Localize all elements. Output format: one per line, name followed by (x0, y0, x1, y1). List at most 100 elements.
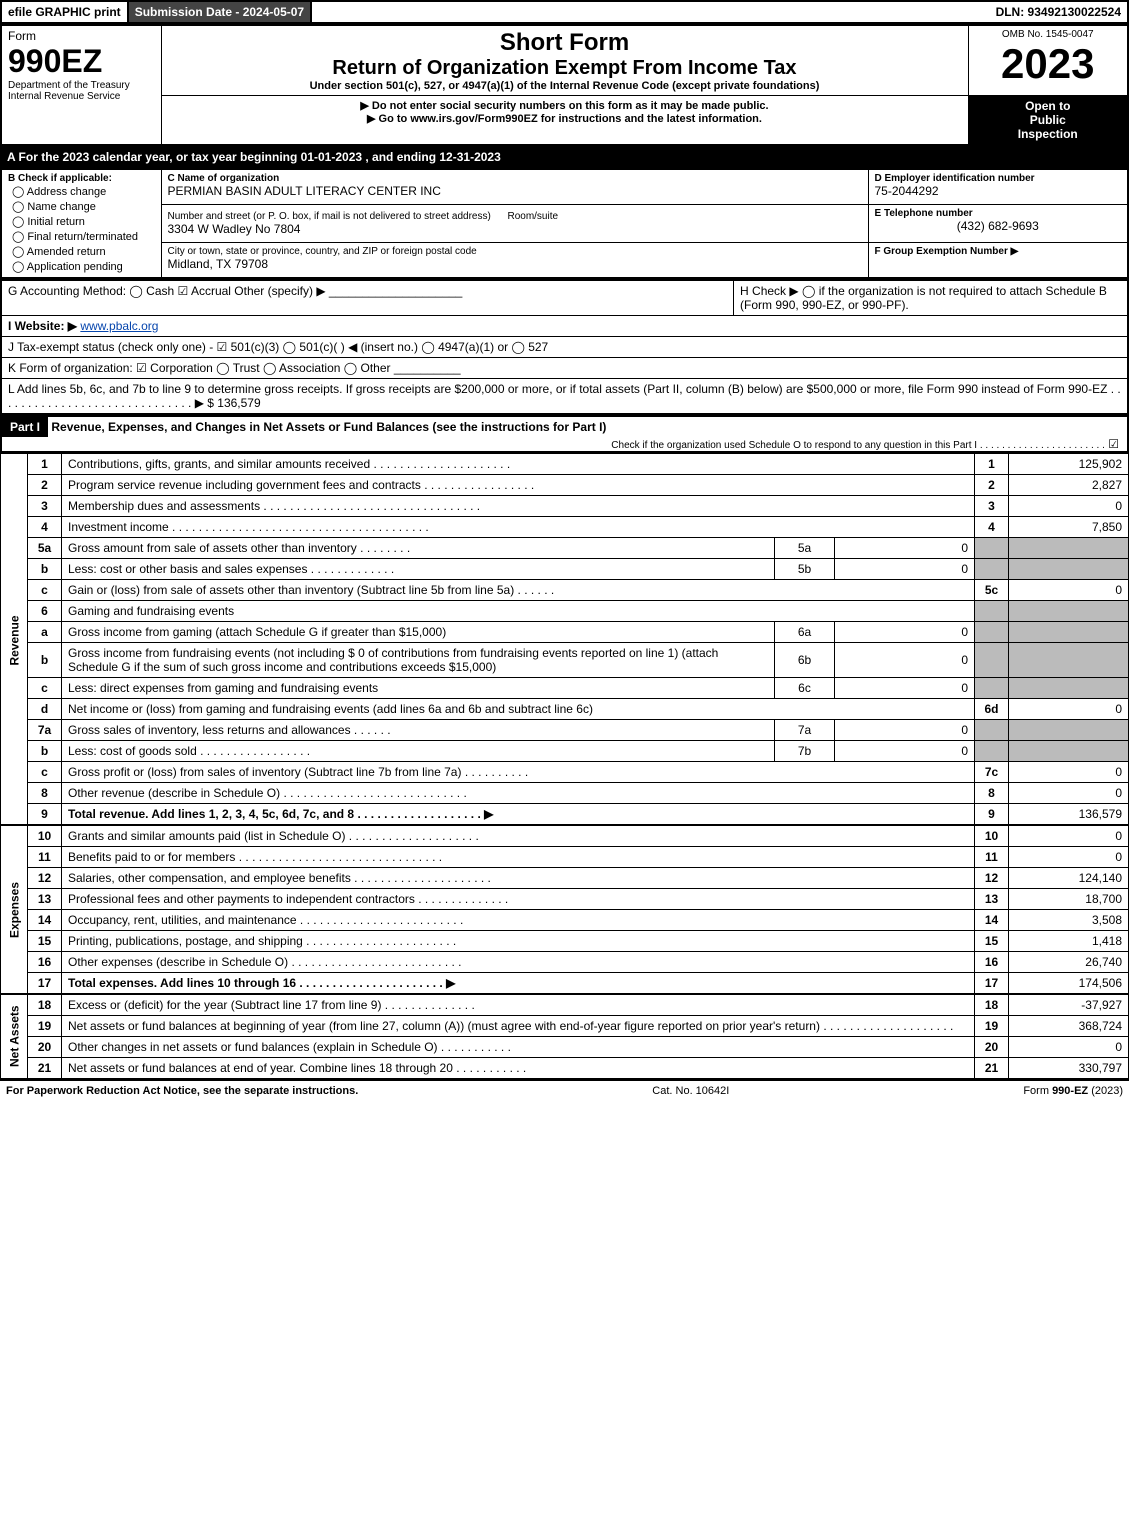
public: Public (975, 113, 1122, 127)
line-3-box: 3 (975, 496, 1009, 517)
line-6b-greybox (975, 643, 1009, 678)
line-5c-amt: 0 (1009, 580, 1129, 601)
line-2-amt: 2,827 (1009, 475, 1129, 496)
line-1-desc: Contributions, gifts, grants, and simila… (68, 457, 370, 471)
line-11-desc: Benefits paid to or for members (68, 850, 235, 864)
line-k[interactable]: K Form of organization: ☑ Corporation ◯ … (1, 358, 1128, 379)
line-6d-box: 6d (975, 699, 1009, 720)
line-18-amt: -37,927 (1009, 994, 1129, 1016)
dln-label: DLN: 93492130022524 (990, 2, 1127, 22)
line-7a-num: 7a (28, 720, 62, 741)
line-h[interactable]: H Check ▶ ◯ if the organization is not r… (734, 280, 1128, 316)
page-footer: For Paperwork Reduction Act Notice, see … (0, 1080, 1129, 1101)
line-6c-greybox (975, 678, 1009, 699)
footer-right: Form 990-EZ (2023) (1023, 1085, 1123, 1097)
line-15-desc: Printing, publications, postage, and shi… (68, 934, 303, 948)
line-7b-sub: 7b (775, 741, 835, 762)
box-b-title: B Check if applicable: (8, 173, 155, 184)
line-5b-sub: 5b (775, 559, 835, 580)
street-label: Number and street (or P. O. box, if mail… (168, 211, 491, 222)
form-word: Form (8, 29, 155, 43)
part1-header: Part I Revenue, Expenses, and Changes in… (0, 415, 1129, 453)
line-2-box: 2 (975, 475, 1009, 496)
form-header-table: Form 990EZ Department of the Treasury In… (0, 24, 1129, 146)
line-18-num: 18 (28, 994, 62, 1016)
line-6-greyamt (1009, 601, 1129, 622)
line-9-box: 9 (975, 804, 1009, 826)
line-16-box: 16 (975, 952, 1009, 973)
line-1-box: 1 (975, 454, 1009, 475)
chk-name-change[interactable]: ◯ Name change (8, 199, 155, 214)
top-bar: efile GRAPHIC print Submission Date - 20… (0, 0, 1129, 24)
footer-left: For Paperwork Reduction Act Notice, see … (6, 1085, 358, 1097)
line-5a-greybox (975, 538, 1009, 559)
line-6a-greybox (975, 622, 1009, 643)
chk-final-return[interactable]: ◯ Final return/terminated (8, 229, 155, 244)
line-6a-subamt: 0 (835, 622, 975, 643)
part1-checkbox[interactable]: ☑ (1108, 437, 1119, 451)
line-17-desc: Total expenses. Add lines 10 through 16 … (68, 976, 455, 990)
line-9-num: 9 (28, 804, 62, 826)
chk-initial-return[interactable]: ◯ Initial return (8, 214, 155, 229)
org-name: PERMIAN BASIN ADULT LITERACY CENTER INC (168, 184, 862, 198)
line-7b-greybox (975, 741, 1009, 762)
section-a-line: A For the 2023 calendar year, or tax yea… (0, 146, 1129, 168)
website-link[interactable]: www.pbalc.org (80, 319, 158, 333)
revenue-vlabel: Revenue (1, 454, 28, 826)
chk-amended-return[interactable]: ◯ Amended return (8, 244, 155, 259)
chk-address-change[interactable]: ◯ Address change (8, 184, 155, 199)
line-7a-greyamt (1009, 720, 1129, 741)
line-5b-num: b (28, 559, 62, 580)
line-11-box: 11 (975, 847, 1009, 868)
line-13-box: 13 (975, 889, 1009, 910)
line-7a-greybox (975, 720, 1009, 741)
part1-lines-table: Revenue 1 Contributions, gifts, grants, … (0, 453, 1129, 1080)
efile-label[interactable]: efile GRAPHIC print (2, 2, 129, 22)
line-6d-desc: Net income or (loss) from gaming and fun… (62, 699, 975, 720)
line-l: L Add lines 5b, 6c, and 7b to line 9 to … (1, 379, 1128, 415)
line-5b-greybox (975, 559, 1009, 580)
line-g[interactable]: G Accounting Method: ◯ Cash ☑ Accrual Ot… (1, 280, 734, 316)
submission-date: Submission Date - 2024-05-07 (129, 2, 312, 22)
city-value: Midland, TX 79708 (168, 257, 862, 271)
line-7b-desc: Less: cost of goods sold (68, 744, 197, 758)
line-12-amt: 124,140 (1009, 868, 1129, 889)
line-20-box: 20 (975, 1037, 1009, 1058)
line-3-num: 3 (28, 496, 62, 517)
line-21-num: 21 (28, 1058, 62, 1080)
line-6b-greyamt (1009, 643, 1129, 678)
irs-label: Internal Revenue Service (8, 91, 155, 102)
line-18-desc: Excess or (deficit) for the year (Subtra… (68, 998, 381, 1012)
line-7a-subamt: 0 (835, 720, 975, 741)
chk-application-pending[interactable]: ◯ Application pending (8, 259, 155, 274)
line-5c-num: c (28, 580, 62, 601)
part1-title: Revenue, Expenses, and Changes in Net As… (51, 420, 606, 434)
line-16-amt: 26,740 (1009, 952, 1129, 973)
line-6b-desc: Gross income from fundraising events (no… (62, 643, 775, 678)
line-12-desc: Salaries, other compensation, and employ… (68, 871, 351, 885)
line-19-box: 19 (975, 1016, 1009, 1037)
footer-mid: Cat. No. 10642I (652, 1085, 729, 1097)
line-6a-desc: Gross income from gaming (attach Schedul… (62, 622, 775, 643)
line-14-box: 14 (975, 910, 1009, 931)
line-7a-desc: Gross sales of inventory, less returns a… (68, 723, 351, 737)
line-6c-sub: 6c (775, 678, 835, 699)
line-5a-sub: 5a (775, 538, 835, 559)
goto-link[interactable]: ▶ Go to www.irs.gov/Form990EZ for instru… (168, 112, 962, 125)
short-form-title: Short Form (168, 29, 962, 57)
line-7c-box: 7c (975, 762, 1009, 783)
line-17-box: 17 (975, 973, 1009, 995)
line-6c-greyamt (1009, 678, 1129, 699)
line-8-amt: 0 (1009, 783, 1129, 804)
line-j[interactable]: J Tax-exempt status (check only one) - ☑… (1, 337, 1128, 358)
phone-value: (432) 682-9693 (875, 219, 1122, 233)
line-7c-num: c (28, 762, 62, 783)
line-14-num: 14 (28, 910, 62, 931)
line-11-amt: 0 (1009, 847, 1129, 868)
line-16-desc: Other expenses (describe in Schedule O) (68, 955, 288, 969)
line-21-amt: 330,797 (1009, 1058, 1129, 1080)
line-i-label: I Website: ▶ (8, 319, 77, 333)
line-6b-subamt: 0 (835, 643, 975, 678)
box-c-label: C Name of organization (168, 173, 862, 184)
line-7b-num: b (28, 741, 62, 762)
